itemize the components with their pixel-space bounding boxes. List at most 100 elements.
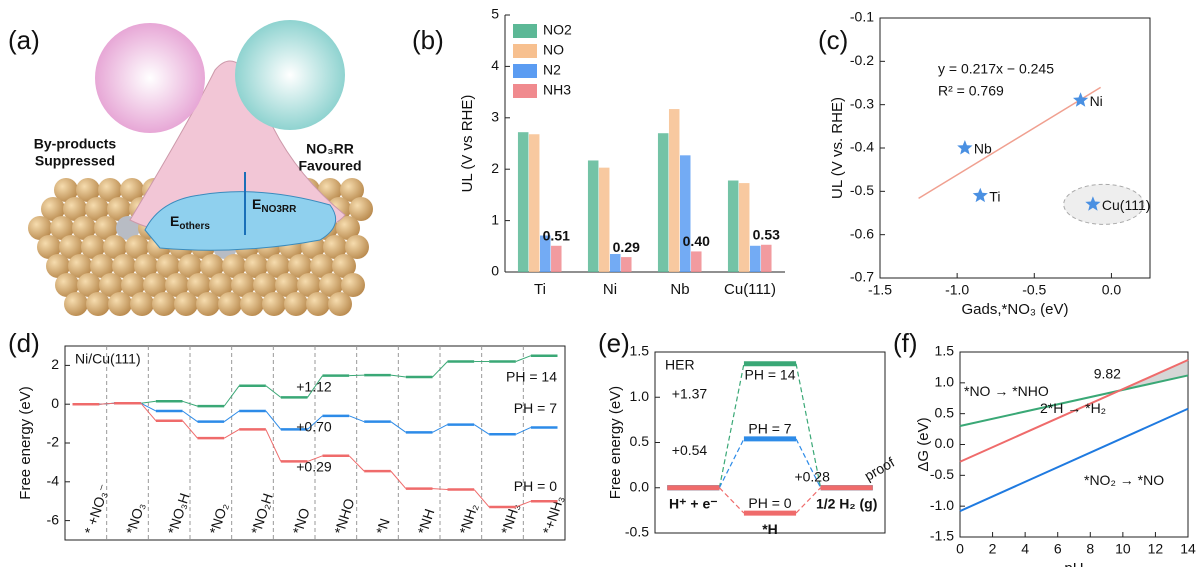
connector: [719, 439, 744, 488]
y-tick-label: -0.5: [850, 182, 874, 198]
x-tick-label: 0.0: [1102, 282, 1122, 298]
note: Favoured: [298, 158, 361, 174]
bubble: [95, 23, 205, 133]
series-label: *NO → *NHO: [964, 383, 1049, 399]
y-tick-label: -0.2: [850, 52, 874, 68]
series-label: PH = 14: [506, 368, 557, 384]
bar: [691, 251, 702, 272]
atom: [152, 292, 176, 316]
series-label: *NO₂ → *NO: [1084, 472, 1164, 488]
panel-label: (a): [8, 25, 40, 55]
y-tick-label: -0.6: [850, 225, 874, 241]
x-tick-label: *NH₂: [456, 502, 481, 537]
y-tick-label: -0.4: [850, 139, 874, 155]
legend-label: NO: [543, 42, 564, 58]
y-tick-label: -1.5: [930, 528, 954, 544]
bar: [610, 254, 621, 272]
panel-label: (d): [8, 328, 40, 358]
x-tick-label: 12: [1148, 541, 1164, 557]
bar: [680, 155, 691, 272]
point: [973, 188, 988, 202]
x-tick-label: 0: [956, 541, 964, 557]
figure: (a) proof (b)012345UL (V vs RHE)Ti0.51Ni…: [0, 0, 1200, 567]
x-tick-label: Cu(111): [724, 281, 776, 298]
connector: [266, 429, 281, 461]
bar: [529, 134, 540, 272]
annotation: +0.28: [794, 468, 830, 484]
x-tick-label: 2: [989, 541, 997, 557]
fit-line: [919, 87, 1101, 198]
y-tick-label: 0.5: [935, 404, 955, 420]
x-tick-label: Nb: [670, 281, 689, 298]
x-tick-label: Ni: [603, 281, 617, 298]
y-tick-label: -4: [47, 473, 60, 489]
atom: [174, 292, 198, 316]
x-tick-label: -1.0: [945, 282, 969, 298]
legend-swatch: [513, 64, 537, 78]
connector: [99, 403, 114, 404]
panel-label: (e): [598, 328, 630, 358]
x-tick-label: 1/2 H₂ (g): [816, 495, 877, 511]
legend-label: NH3: [543, 82, 571, 98]
legend-swatch: [513, 84, 537, 98]
atom: [284, 292, 308, 316]
panel-title: HER: [665, 357, 695, 373]
y-tick-label: 1.0: [630, 388, 650, 404]
panel-label: (c): [818, 25, 848, 55]
bar: [669, 109, 680, 272]
y-tick-label: 0: [491, 263, 499, 279]
atom: [108, 292, 132, 316]
y-tick-label: -0.3: [850, 95, 874, 111]
y-tick-label: 2: [491, 160, 499, 176]
atom: [64, 292, 88, 316]
y-axis-label: Free energy (eV): [17, 386, 34, 499]
y-tick-label: 0: [51, 395, 59, 411]
y-axis-label: UL (V vs. RHE): [829, 97, 846, 199]
y-tick-label: -2: [47, 434, 60, 450]
series-label: PH = 0: [514, 478, 557, 494]
x-tick-label: -1.5: [868, 282, 892, 298]
y-axis-label: ΔG (eV): [915, 417, 932, 471]
y-tick-label: 1.5: [630, 343, 650, 359]
legend-swatch: [513, 24, 537, 38]
watermark: proof: [862, 454, 898, 484]
bubble: [235, 20, 345, 130]
atom: [306, 292, 330, 316]
x-tick-label: *NH: [414, 507, 437, 536]
panel-label: (f): [893, 328, 918, 358]
x-axis-label: pH: [1064, 560, 1083, 567]
x-tick-label: *NO₂H: [248, 491, 276, 536]
connector: [349, 375, 364, 376]
y-tick-label: 5: [491, 6, 499, 22]
bar: [588, 160, 599, 272]
y-tick-label: -6: [47, 511, 60, 527]
atom: [218, 292, 242, 316]
annotation: 9.82: [1094, 365, 1121, 381]
annotation: +0.54: [672, 442, 708, 458]
annotation: y = 0.217x − 0.245: [938, 61, 1054, 77]
annotation: +1.37: [672, 385, 708, 401]
y-tick-label: -0.1: [850, 9, 874, 25]
x-tick-label: *NO₃H: [164, 491, 192, 536]
y-tick-label: 1: [491, 211, 499, 227]
x-tick-label: 4: [1021, 541, 1029, 557]
x-tick-label: *H: [762, 521, 778, 537]
legend-swatch: [513, 44, 537, 58]
y-tick-label: -1.0: [930, 497, 954, 513]
connector: [719, 488, 744, 513]
x-tick-label: -0.5: [1022, 282, 1046, 298]
x-tick-label: *N: [373, 516, 393, 536]
y-tick-label: 3: [491, 109, 499, 125]
y-tick-label: 0.0: [935, 435, 955, 451]
y-tick-label: 2: [51, 356, 59, 372]
point-label: Ni: [1090, 93, 1103, 109]
bar: [739, 183, 750, 272]
connector: [474, 490, 489, 507]
series-label: 2*H → *H₂: [1040, 400, 1106, 416]
point-label: Cu(111): [1102, 197, 1151, 213]
series-label: PH = 7: [748, 421, 791, 437]
y-tick-label: 0.0: [630, 478, 650, 494]
series-label: PH = 7: [514, 400, 557, 416]
x-tick-label: 14: [1180, 541, 1196, 557]
x-tick-label: *NO₃: [123, 501, 148, 537]
